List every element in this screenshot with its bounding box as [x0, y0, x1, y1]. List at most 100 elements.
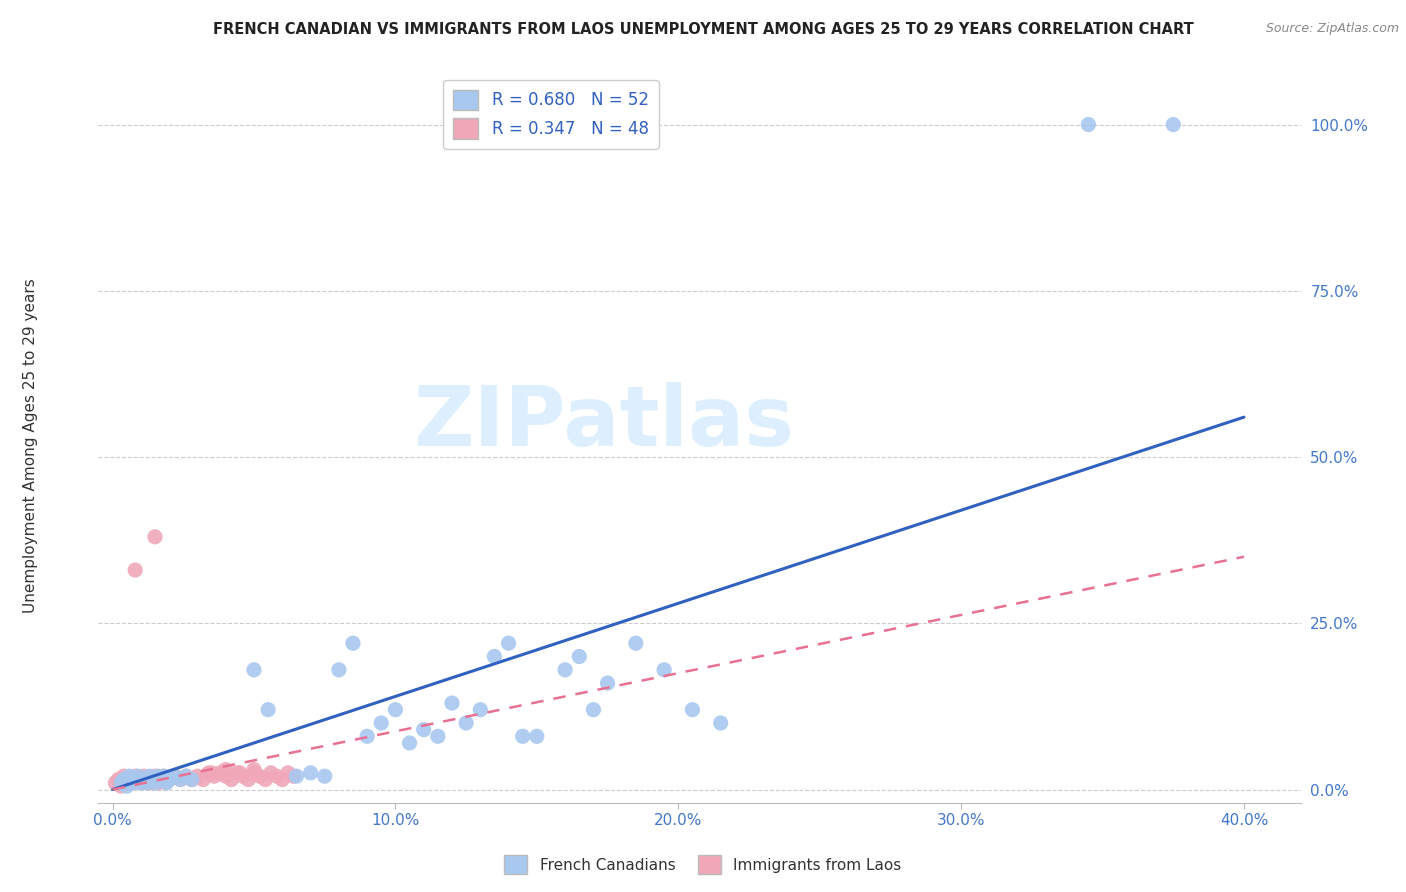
Point: [174, 769, 197, 783]
Point: [314, 769, 336, 783]
Point: [398, 736, 420, 750]
Point: [143, 776, 166, 790]
Point: [121, 776, 143, 790]
Point: [141, 772, 163, 787]
Point: [232, 769, 254, 783]
Point: [169, 772, 191, 787]
Text: ZIPatlas: ZIPatlas: [413, 382, 794, 463]
Point: [143, 769, 166, 783]
Point: [157, 772, 180, 787]
Point: [155, 776, 177, 790]
Point: [568, 649, 591, 664]
Point: [149, 772, 172, 787]
Point: [512, 729, 534, 743]
Point: [174, 769, 197, 783]
Point: [169, 772, 191, 787]
Legend: R = 0.680   N = 52, R = 0.347   N = 48: R = 0.680 N = 52, R = 0.347 N = 48: [443, 79, 658, 149]
Point: [152, 769, 174, 783]
Point: [328, 663, 350, 677]
Point: [652, 663, 675, 677]
Point: [456, 716, 478, 731]
Point: [191, 772, 214, 787]
Point: [138, 769, 160, 783]
Point: [470, 703, 492, 717]
Point: [277, 765, 299, 780]
Point: [186, 769, 208, 783]
Point: [215, 763, 238, 777]
Point: [115, 776, 138, 790]
Point: [124, 563, 146, 577]
Point: [271, 772, 294, 787]
Point: [498, 636, 520, 650]
Point: [135, 776, 157, 790]
Point: [526, 729, 548, 743]
Point: [152, 769, 174, 783]
Point: [202, 769, 225, 783]
Point: [384, 703, 406, 717]
Point: [163, 769, 186, 783]
Point: [243, 763, 266, 777]
Point: [342, 636, 364, 650]
Point: [127, 769, 149, 783]
Point: [370, 716, 392, 731]
Point: [285, 769, 308, 783]
Point: [118, 769, 141, 783]
Point: [135, 772, 157, 787]
Point: [107, 772, 129, 787]
Point: [243, 663, 266, 677]
Point: [624, 636, 647, 650]
Point: [121, 776, 143, 790]
Point: [129, 776, 152, 790]
Legend: French Canadians, Immigrants from Laos: French Canadians, Immigrants from Laos: [498, 849, 908, 880]
Point: [146, 776, 169, 790]
Point: [356, 729, 378, 743]
Point: [157, 772, 180, 787]
Point: [238, 772, 260, 787]
Point: [229, 765, 252, 780]
Point: [110, 776, 132, 790]
Point: [110, 779, 132, 793]
Point: [1161, 118, 1184, 132]
Point: [221, 772, 243, 787]
Point: [115, 779, 138, 793]
Point: [132, 772, 155, 787]
Point: [163, 769, 186, 783]
Point: [283, 769, 305, 783]
Text: FRENCH CANADIAN VS IMMIGRANTS FROM LAOS UNEMPLOYMENT AMONG AGES 25 TO 29 YEARS C: FRENCH CANADIAN VS IMMIGRANTS FROM LAOS …: [212, 22, 1194, 37]
Text: Unemployment Among Ages 25 to 29 years: Unemployment Among Ages 25 to 29 years: [24, 278, 38, 614]
Point: [260, 765, 283, 780]
Point: [243, 765, 266, 780]
Point: [124, 769, 146, 783]
Point: [143, 530, 166, 544]
Point: [582, 703, 605, 717]
Point: [266, 769, 288, 783]
Point: [127, 772, 149, 787]
Point: [257, 703, 280, 717]
Point: [412, 723, 434, 737]
Point: [226, 765, 249, 780]
Point: [124, 772, 146, 787]
Point: [596, 676, 619, 690]
Point: [146, 769, 169, 783]
Point: [112, 769, 135, 783]
Point: [197, 765, 219, 780]
Point: [149, 772, 172, 787]
Point: [129, 776, 152, 790]
Point: [554, 663, 576, 677]
Point: [710, 716, 733, 731]
Point: [209, 765, 232, 780]
Point: [681, 703, 703, 717]
Point: [155, 776, 177, 790]
Text: Source: ZipAtlas.com: Source: ZipAtlas.com: [1265, 22, 1399, 36]
Point: [440, 696, 463, 710]
Point: [141, 772, 163, 787]
Point: [112, 772, 135, 787]
Point: [299, 765, 322, 780]
Point: [484, 649, 506, 664]
Point: [426, 729, 449, 743]
Point: [200, 765, 222, 780]
Point: [180, 772, 202, 787]
Point: [254, 772, 277, 787]
Point: [132, 769, 155, 783]
Point: [1077, 118, 1099, 132]
